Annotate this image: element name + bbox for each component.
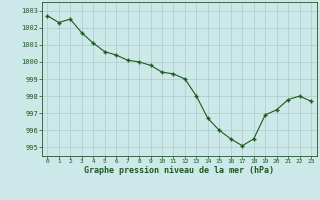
- X-axis label: Graphe pression niveau de la mer (hPa): Graphe pression niveau de la mer (hPa): [84, 166, 274, 175]
